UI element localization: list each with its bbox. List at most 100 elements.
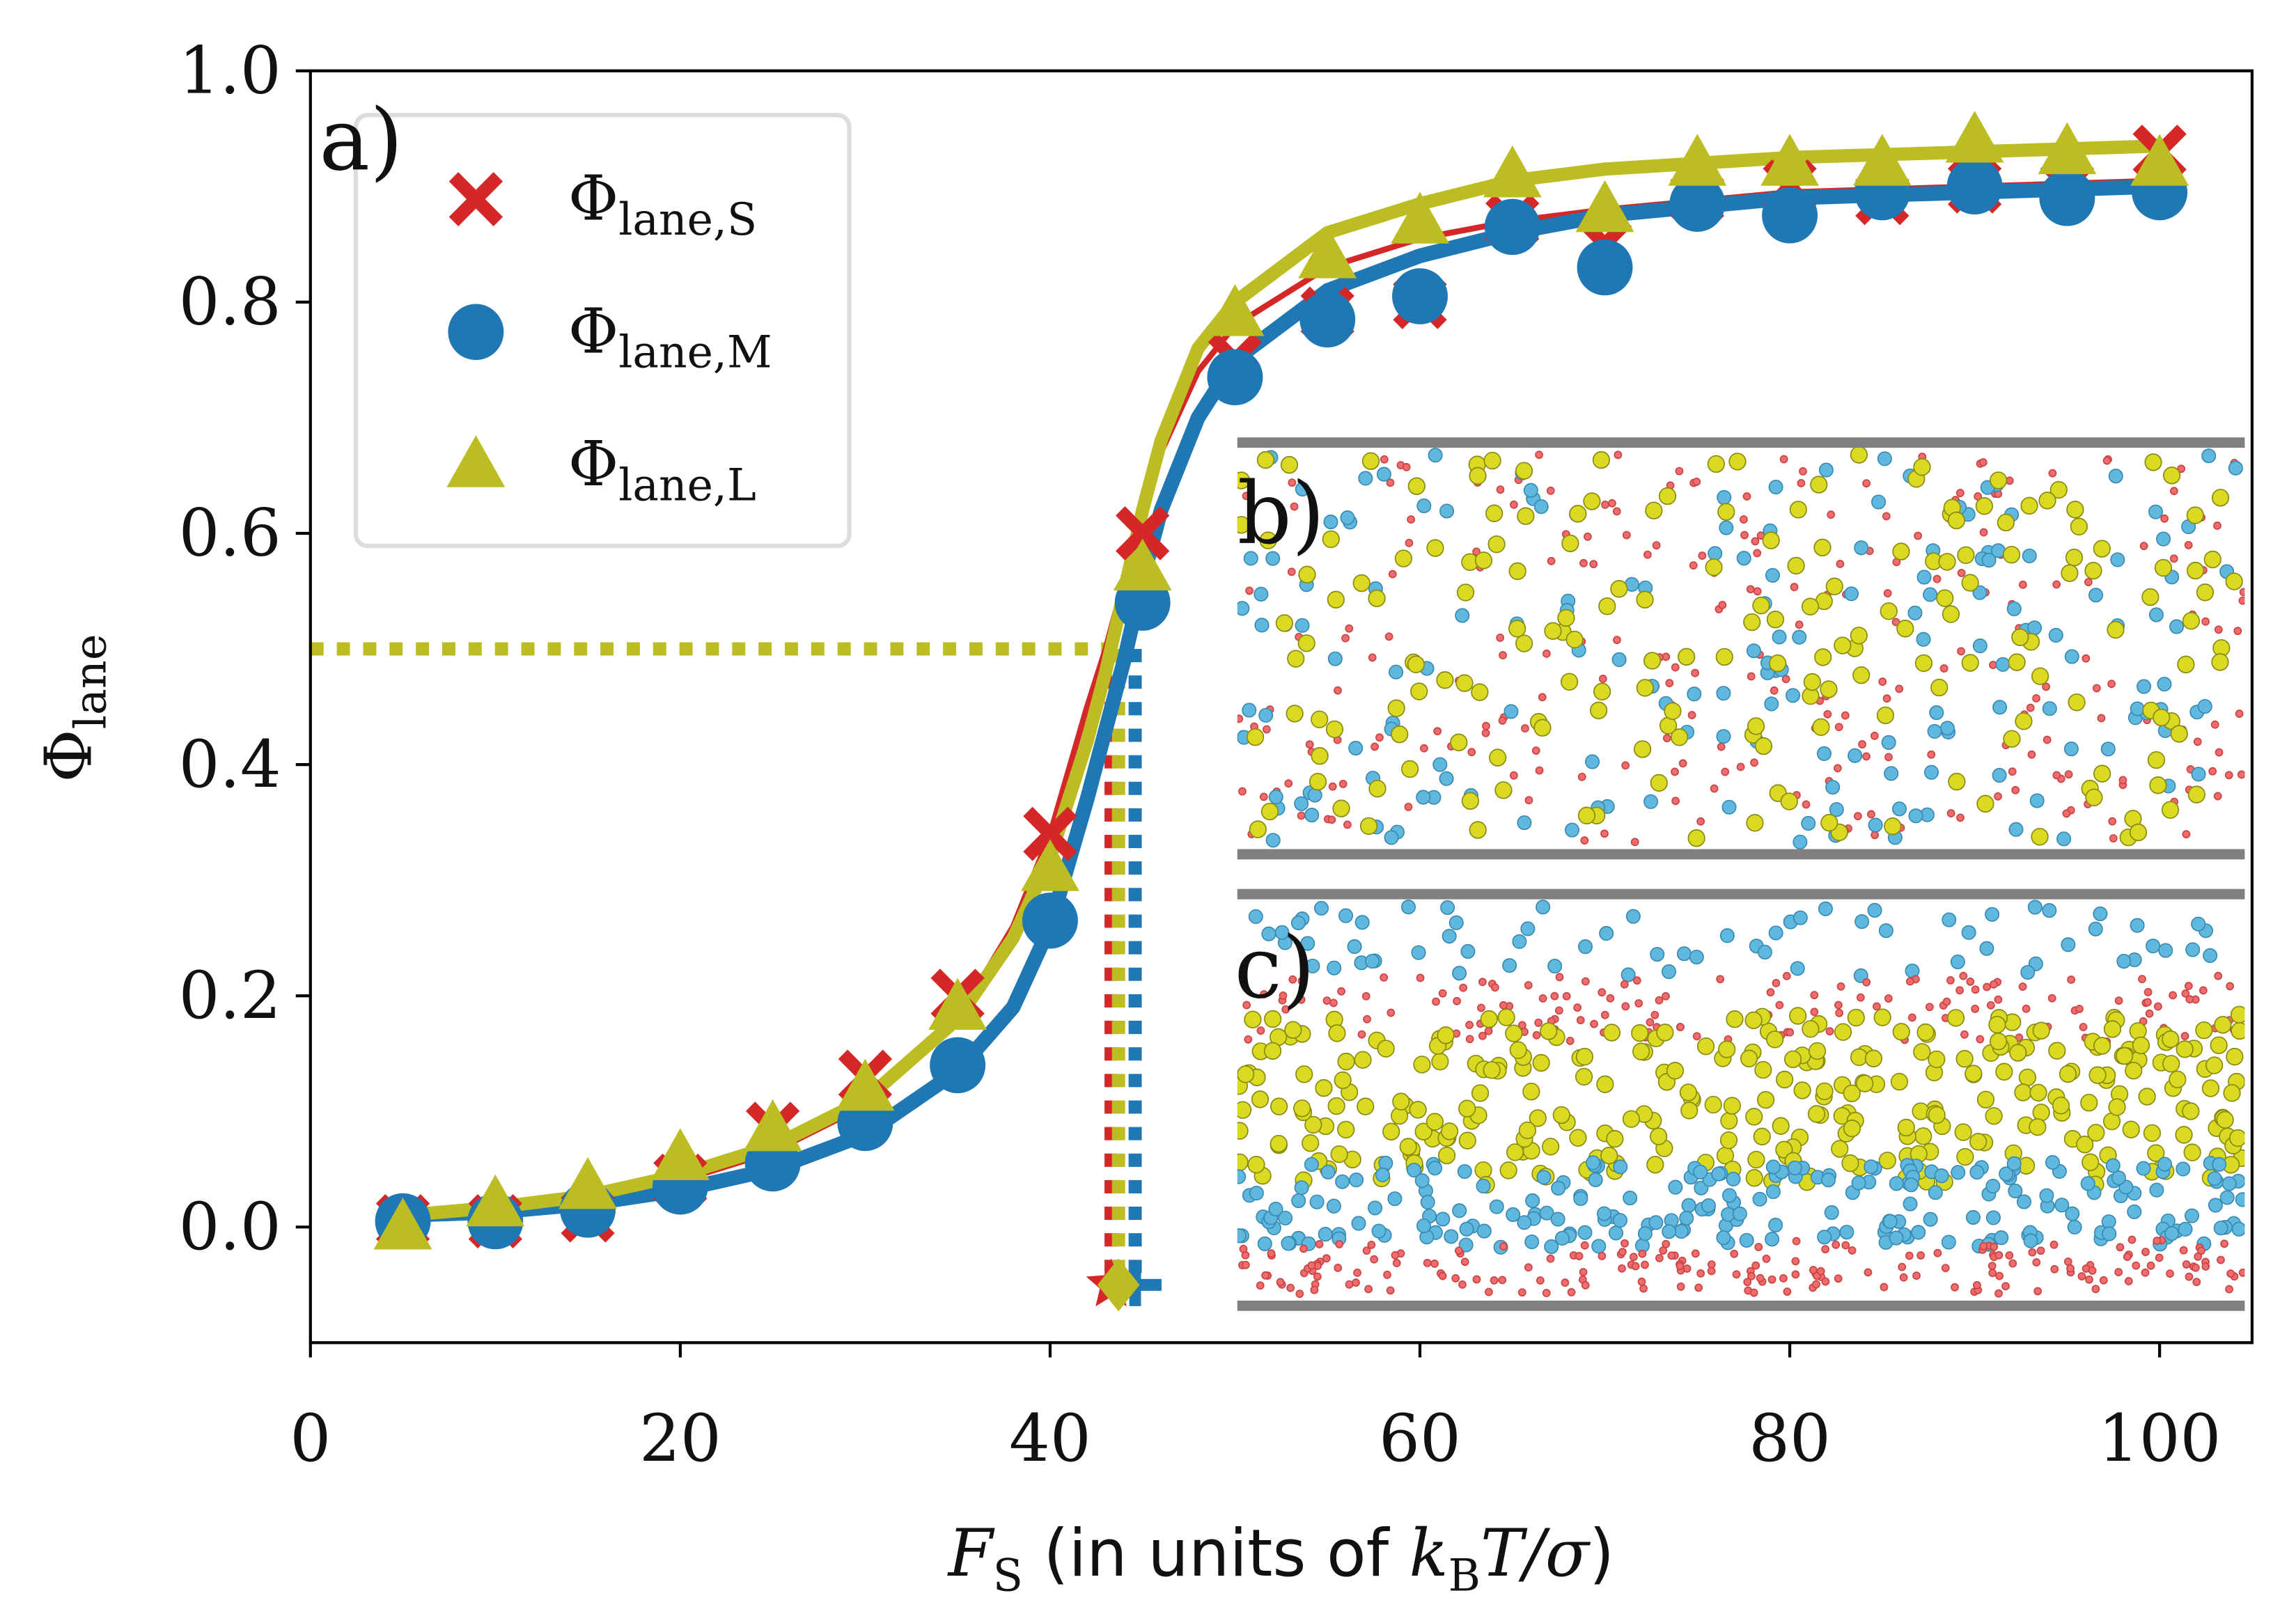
particle — [1338, 908, 1354, 923]
particle — [1808, 1042, 1827, 1060]
particle — [1884, 753, 1893, 762]
particle — [1465, 1035, 1474, 1044]
inset — [1237, 446, 2245, 849]
particle — [1596, 1075, 1614, 1093]
particle — [1914, 1127, 1932, 1145]
particle — [1873, 1002, 1881, 1011]
particle — [2062, 809, 2071, 818]
particle — [1416, 973, 1425, 982]
particle — [1961, 574, 1979, 592]
particle — [2008, 822, 2024, 837]
particle — [1322, 530, 1340, 549]
particle — [2088, 588, 2104, 603]
particle — [2009, 1044, 2027, 1062]
particle — [2163, 466, 2181, 485]
particle — [1304, 808, 1320, 823]
particle — [1286, 705, 1304, 723]
particle — [1260, 802, 1279, 821]
particle — [2192, 1263, 2200, 1272]
particle — [1386, 1286, 1395, 1295]
particle — [1903, 1177, 1919, 1193]
particle — [1994, 792, 2002, 801]
particle — [2063, 742, 2079, 757]
particle — [1999, 1166, 2014, 1182]
particle — [2211, 489, 2230, 507]
particle — [1862, 752, 1871, 761]
particle — [1586, 1155, 1601, 1170]
particle — [1696, 817, 1705, 826]
particle — [1487, 535, 1506, 554]
particle — [1600, 829, 1609, 838]
particle — [1387, 1008, 1396, 1017]
particle — [2110, 552, 2125, 567]
particle — [1831, 1140, 1849, 1158]
particle — [1498, 1276, 1507, 1285]
particle — [1606, 994, 1615, 1003]
particle — [1987, 1262, 1997, 1271]
particle — [1474, 551, 1493, 570]
particle — [1814, 648, 1832, 666]
particle — [1394, 549, 1412, 567]
particle — [2061, 937, 2076, 952]
legend-label-sub: lane,L — [618, 459, 756, 510]
particle — [1363, 1014, 1371, 1024]
particle — [1334, 1264, 1343, 1272]
particle — [2125, 1061, 2143, 1080]
x-axis-label-part: S — [993, 1549, 1023, 1601]
particle — [1746, 643, 1761, 659]
particle — [1270, 1134, 1288, 1153]
particle — [1992, 767, 2007, 783]
particle — [1622, 531, 1631, 540]
particle — [1238, 787, 1247, 796]
particle — [1825, 780, 1841, 795]
particle — [1767, 1275, 1776, 1284]
particle — [2170, 725, 2188, 743]
particle — [2014, 1083, 2032, 1101]
particle — [1295, 481, 1310, 497]
particle — [1263, 1042, 1282, 1060]
particle — [1662, 991, 1670, 1001]
particle — [1772, 979, 1781, 987]
particle — [1732, 1206, 1747, 1221]
particle — [1792, 1237, 1801, 1246]
particle — [1298, 565, 1316, 583]
particle — [2052, 1097, 2070, 1115]
particle — [1687, 829, 1705, 847]
particle — [1914, 531, 1922, 540]
particle — [1562, 991, 1571, 1001]
particle — [1836, 982, 1845, 991]
particle — [2153, 1237, 2162, 1246]
particle — [2132, 1261, 2141, 1270]
particle — [1972, 638, 1987, 654]
particle — [1707, 455, 1725, 473]
particle — [1679, 1210, 1694, 1226]
particle — [1326, 1198, 1341, 1214]
particle — [2132, 1036, 2150, 1055]
particle — [1598, 988, 1607, 997]
particle — [1691, 1249, 1700, 1258]
particle — [2153, 708, 2171, 727]
y-tick-label: 0.0 — [179, 1189, 281, 1264]
particle — [2235, 1192, 2245, 1207]
particle — [2226, 982, 2235, 991]
particle — [2130, 701, 2145, 716]
particle — [1793, 1081, 1811, 1099]
particle — [1256, 450, 1275, 469]
marker-circle — [1392, 268, 1448, 324]
particle — [1532, 1053, 1550, 1072]
particle — [1613, 1159, 1628, 1175]
marker-circle — [1577, 239, 1633, 296]
particle — [1256, 1026, 1265, 1035]
particle — [2160, 514, 2169, 523]
particle — [2139, 542, 2148, 551]
particle — [1593, 682, 1611, 700]
particle — [1450, 733, 1468, 751]
particle — [1730, 1249, 1739, 1258]
particle — [1508, 562, 1526, 581]
particle — [1933, 1248, 1942, 1257]
particle — [1927, 750, 1936, 759]
particle — [1990, 1242, 1999, 1251]
particle — [1864, 1159, 1879, 1175]
x-axis-label-part: T/σ — [1481, 1516, 1591, 1591]
particle — [1751, 1261, 1760, 1270]
